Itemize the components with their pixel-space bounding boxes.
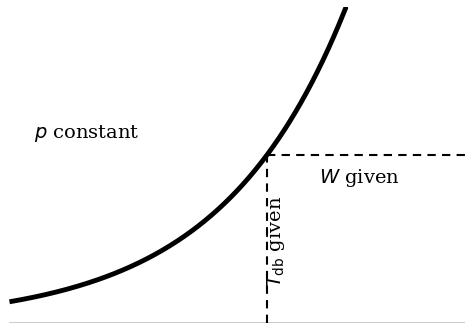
Text: $p$ constant: $p$ constant (34, 123, 139, 144)
Text: $W$ given: $W$ given (319, 167, 400, 189)
Text: $T_{\mathrm{db}}$ given: $T_{\mathrm{db}}$ given (264, 195, 287, 287)
